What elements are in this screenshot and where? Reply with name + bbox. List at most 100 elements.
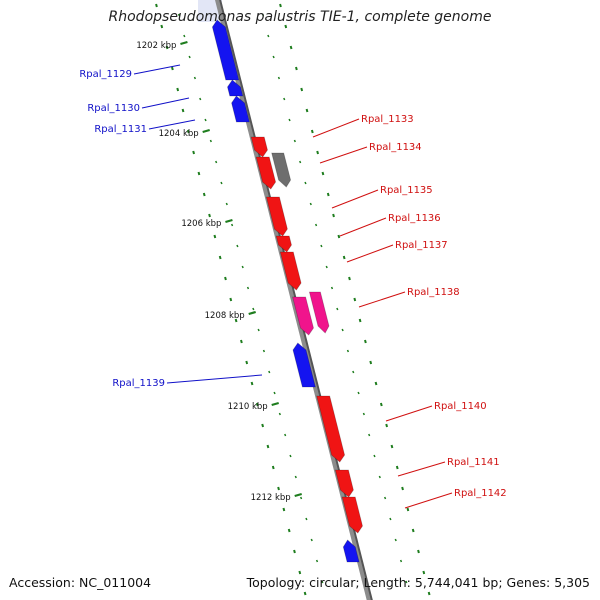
right-guide-dot [422, 570, 426, 575]
left-inner-dot [199, 97, 202, 101]
right-inner-dot [362, 412, 365, 416]
right-inner-dot [261, 13, 265, 17]
right-inner-dot [384, 496, 387, 500]
gene-label[interactable]: Rpal_1129 [79, 69, 132, 80]
gene-label[interactable]: Rpal_1139 [112, 378, 165, 389]
right-guide-dot [353, 297, 357, 302]
gene-label[interactable]: Rpal_1134 [369, 142, 422, 153]
map-title: Rhodopseudomonas palustris TIE-1, comple… [108, 9, 492, 25]
left-inner-dot [193, 76, 197, 80]
right-guide-dot [332, 213, 335, 218]
gene-arrow[interactable] [211, 19, 240, 81]
gene-rpal-1140[interactable]: Rpal_1140 [316, 395, 487, 463]
gene-arrow[interactable] [271, 152, 292, 188]
gene-arrow[interactable] [275, 235, 292, 253]
accession-text: Accession: NC_011004 [9, 575, 152, 590]
gene-label[interactable]: Rpal_1136 [388, 213, 441, 224]
left-inner-dot [188, 55, 191, 59]
left-guide-dot [234, 318, 238, 323]
right-inner-dot [277, 76, 281, 80]
kbp-tick-mark [225, 218, 233, 224]
gene-label[interactable]: Rpal_1142 [454, 488, 507, 499]
left-inner-dot [225, 202, 228, 206]
gene-rpal-1138[interactable]: Rpal_1138 [292, 287, 460, 336]
gene-label[interactable]: Rpal_1141 [447, 457, 500, 468]
gene-leader-line [358, 291, 406, 308]
right-inner-dot [272, 55, 275, 59]
gene-leader-line [331, 189, 379, 209]
left-inner-dot [262, 349, 266, 353]
unlabeled-gene-arrow[interactable] [342, 539, 360, 563]
left-guide-dot [155, 3, 158, 8]
gene-label[interactable]: Rpal_1138 [407, 287, 460, 298]
gene-label[interactable]: Rpal_1130 [87, 103, 140, 114]
gene-leader-line [166, 374, 263, 384]
gene-rpal-1133[interactable]: Rpal_1133 [250, 114, 414, 190]
gene-rpal-1139[interactable]: Rpal_1139 [112, 342, 316, 389]
right-guide-dot [406, 507, 410, 512]
gene-arrow[interactable] [279, 251, 302, 291]
right-inner-dot [399, 559, 403, 563]
right-guide-dot [326, 192, 330, 197]
gene-leader-line [141, 97, 190, 109]
gene-arrow[interactable] [292, 342, 316, 388]
left-guide-dot [298, 570, 302, 575]
left-inner-dot [321, 580, 324, 584]
gene-leader-line [319, 146, 368, 164]
gene-rpal-1142[interactable]: Rpal_1142 [341, 488, 507, 534]
left-inner-dot [294, 475, 297, 479]
gene-rpal-1130[interactable]: Rpal_1130 [87, 79, 244, 114]
right-guide-dot [374, 381, 378, 386]
gene-label[interactable]: Rpal_1133 [361, 114, 414, 125]
left-inner-dot [289, 454, 292, 458]
gene-label[interactable]: Rpal_1140 [434, 401, 487, 412]
left-inner-dot [315, 559, 319, 563]
gene-leader-line [397, 461, 446, 477]
left-inner-dot [236, 244, 239, 248]
left-inner-dot [204, 118, 207, 122]
kbp-ticks: 1202 kbp 1204 kbp 1206 kbp 1208 kbp 1210 kbp… [136, 40, 302, 503]
gene-arrow[interactable] [334, 469, 354, 498]
left-guide-dot [171, 66, 174, 71]
gene-arrow[interactable] [341, 496, 363, 534]
gene-arrow[interactable] [292, 296, 314, 336]
gene-arrow[interactable] [316, 395, 346, 463]
left-guide-dot [261, 423, 265, 428]
gene-arrow[interactable] [250, 136, 268, 158]
gene-rpal-1131[interactable]: Rpal_1131 [94, 95, 250, 135]
right-guide-dot [379, 402, 383, 407]
left-inner-dot [241, 265, 244, 269]
left-guide-dot [202, 192, 206, 197]
left-inner-dot [305, 517, 308, 521]
left-inner-dot [278, 412, 281, 416]
gene-rpal-1135[interactable]: Rpal_1135 [265, 185, 433, 237]
gene-rpal-1137[interactable]: Rpal_1137 [279, 240, 448, 291]
gene-leader-line [385, 405, 433, 422]
left-inner-dot [220, 181, 223, 185]
right-guide-dot [337, 234, 341, 239]
gene-arrow[interactable] [231, 95, 250, 123]
right-inner-dot [405, 580, 408, 584]
gene-label[interactable]: Rpal_1135 [380, 185, 433, 196]
gene-rpal-1134[interactable]: Rpal_1134 [271, 142, 422, 188]
right-guide-dot [369, 360, 373, 365]
left-inner-dot [215, 160, 218, 164]
kbp-tick-label: 1202 kbp [136, 41, 176, 51]
gene-arrow[interactable] [308, 291, 330, 334]
right-inner-dot [283, 97, 286, 101]
gene-rpal-1141[interactable]: Rpal_1141 [334, 457, 500, 498]
kbp-tick-label: 1204 kbp [159, 129, 199, 139]
gene-label[interactable]: Rpal_1137 [395, 240, 448, 251]
gene-label[interactable]: Rpal_1131 [94, 124, 147, 135]
gene-arrow[interactable] [265, 196, 288, 237]
gene-rpal-1136[interactable]: Rpal_1136 [275, 213, 441, 253]
right-guide-dot [316, 150, 319, 155]
gene-leader-line [133, 64, 181, 75]
right-guide-dot [385, 423, 389, 428]
left-guide-dot [176, 87, 180, 92]
left-inner-dot [268, 370, 271, 374]
gene-leader-line [339, 217, 387, 237]
gene-leader-line [148, 119, 196, 130]
gene-arrow[interactable] [255, 156, 277, 190]
